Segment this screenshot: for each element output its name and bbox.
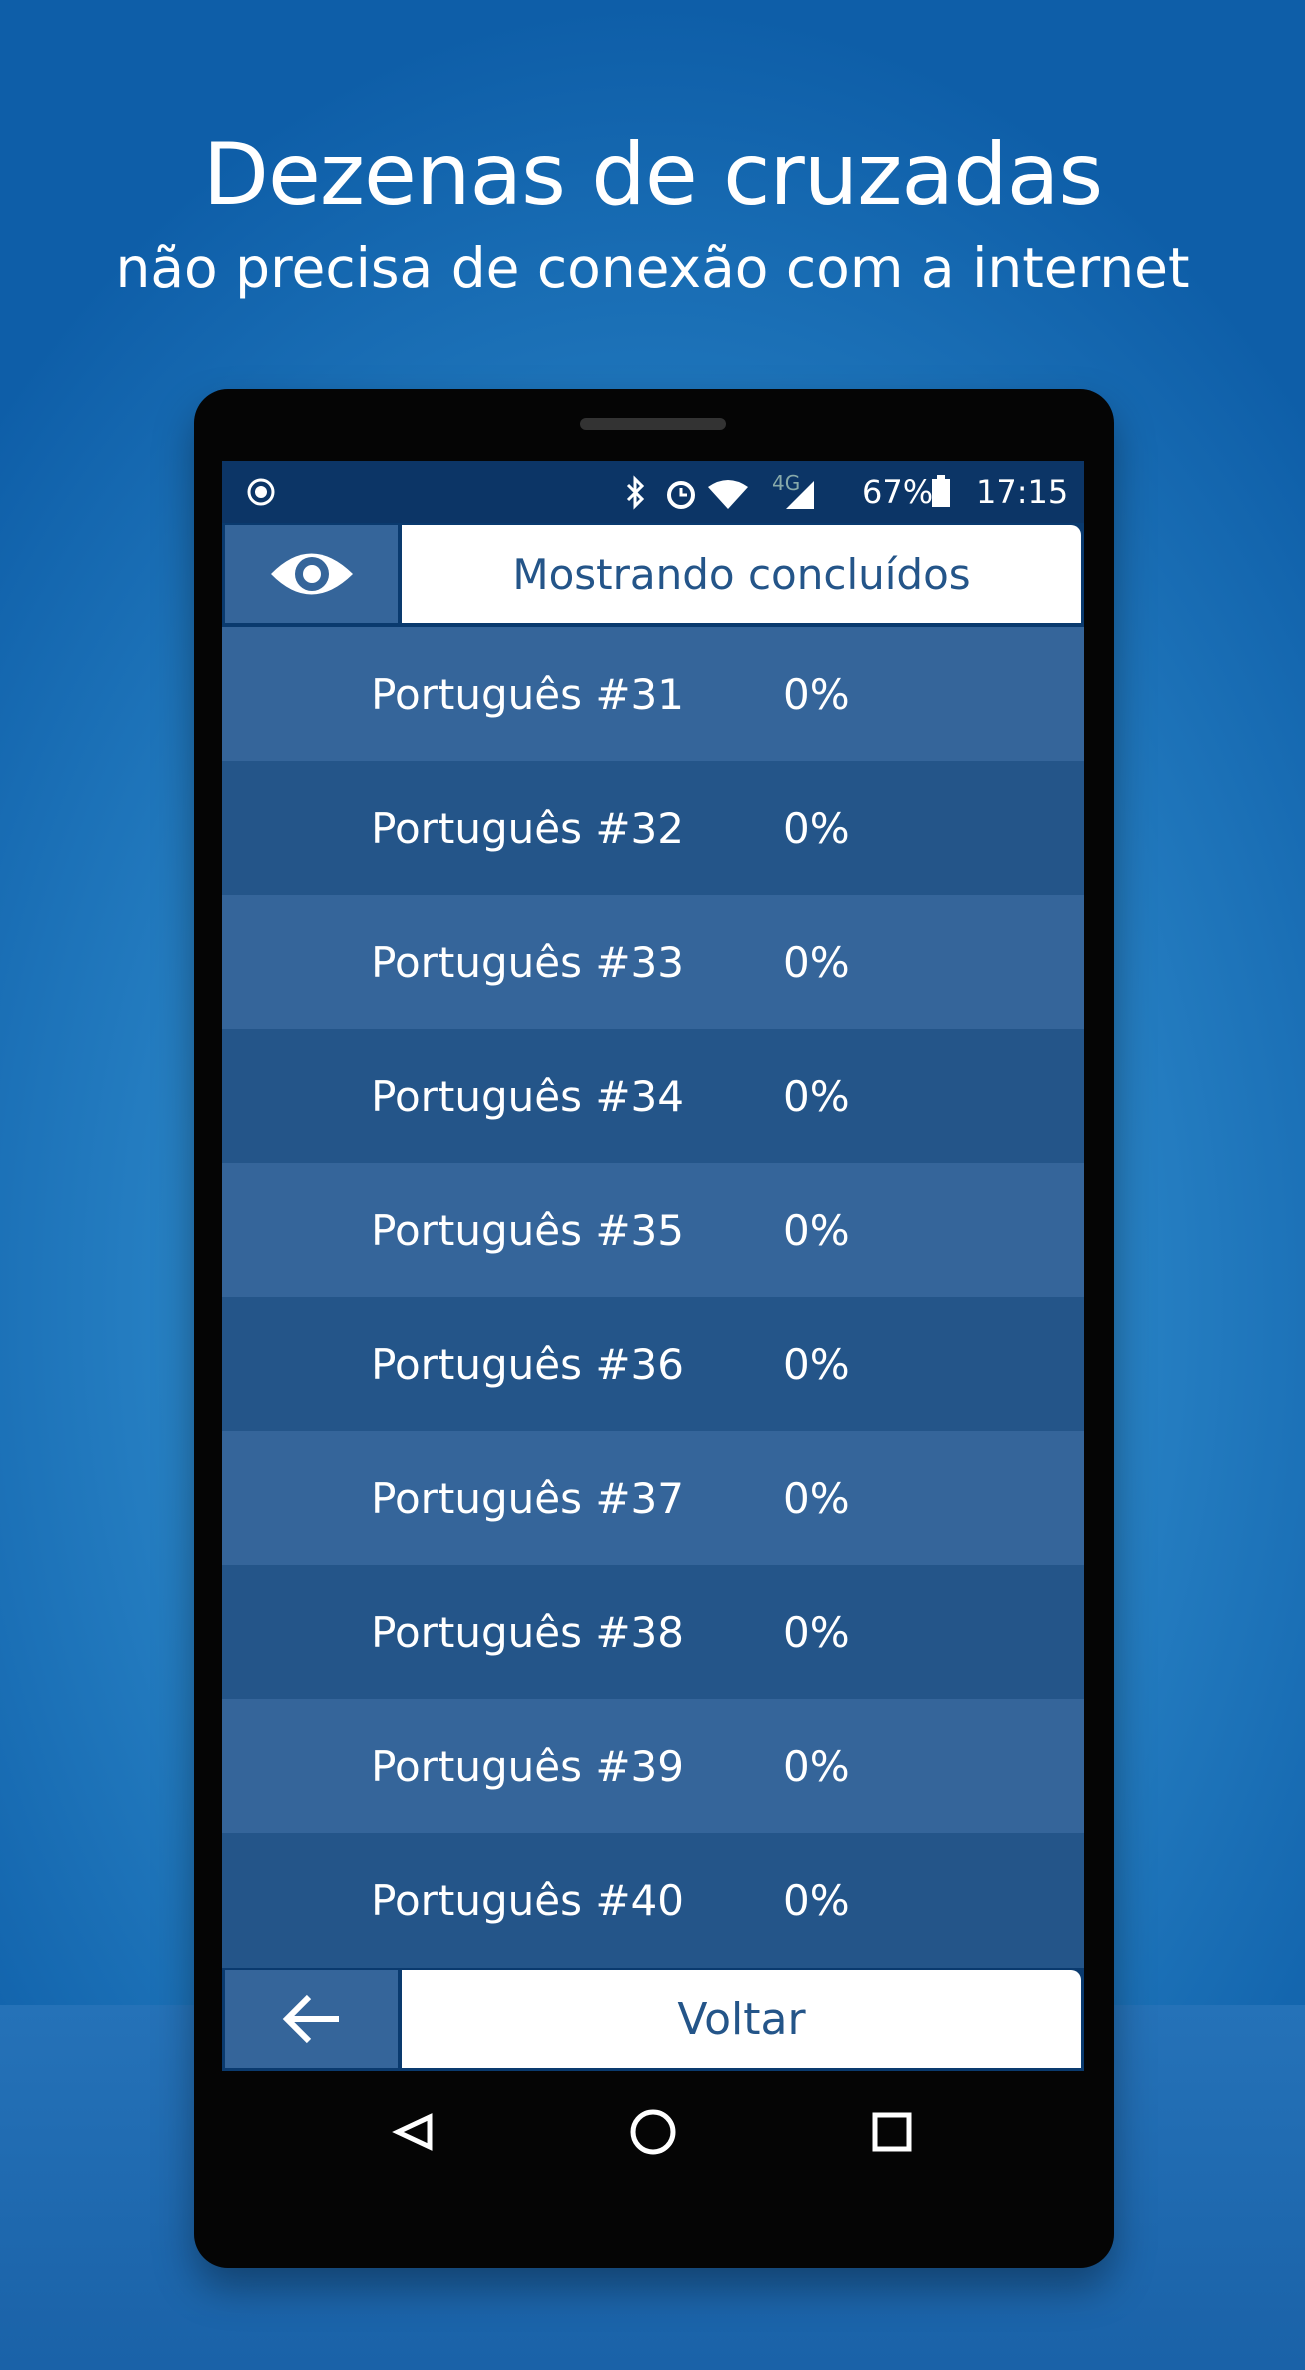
puzzle-progress: 0% xyxy=(783,938,850,987)
status-icons xyxy=(626,475,814,510)
puzzle-name: Português #31 xyxy=(371,670,684,719)
puzzle-progress: 0% xyxy=(783,1876,850,1925)
puzzle-row[interactable]: Português #36 0% xyxy=(222,1297,1084,1432)
status-bar: 4G 67% 17:15 xyxy=(222,461,1084,523)
back-button[interactable]: Voltar xyxy=(402,1970,1081,2068)
puzzle-name: Português #35 xyxy=(371,1206,684,1255)
puzzle-name: Português #33 xyxy=(371,938,684,987)
puzzle-name: Português #32 xyxy=(371,804,684,853)
speaker xyxy=(580,418,726,430)
headline: Dezenas de cruzadas xyxy=(202,125,1103,225)
nav-home[interactable] xyxy=(630,2109,676,2155)
puzzle-progress: 0% xyxy=(783,1742,850,1791)
puzzle-row[interactable]: Português #31 0% xyxy=(222,627,1084,762)
arrow-icon xyxy=(282,1994,339,2044)
nav-recents[interactable] xyxy=(872,2112,912,2152)
puzzle-name: Português #40 xyxy=(371,1876,684,1925)
puzzle-progress: 0% xyxy=(783,1474,850,1523)
puzzle-progress: 0% xyxy=(783,1206,850,1255)
puzzle-progress: 0% xyxy=(783,1072,850,1121)
puzzle-row[interactable]: Português #38 0% xyxy=(222,1565,1084,1700)
screen: 4G 67% 17:15 Mostrando concluídos Voltar… xyxy=(222,461,1084,2071)
puzzle-name: Português #37 xyxy=(371,1474,684,1523)
nav-back[interactable] xyxy=(392,2113,433,2151)
puzzle-row[interactable]: Português #32 0% xyxy=(222,761,1084,896)
puzzle-progress: 0% xyxy=(783,1608,850,1657)
puzzle-progress: 0% xyxy=(783,670,850,719)
puzzle-row[interactable]: Português #37 0% xyxy=(222,1431,1084,1566)
record-icon xyxy=(247,478,275,506)
puzzle-name: Português #38 xyxy=(371,1608,684,1657)
eye-icon xyxy=(271,553,353,595)
puzzle-name: Português #34 xyxy=(371,1072,684,1121)
puzzle-row[interactable]: Português #35 0% xyxy=(222,1163,1084,1298)
puzzle-row[interactable]: Português #33 0% xyxy=(222,895,1084,1030)
puzzle-name: Português #36 xyxy=(371,1340,684,1389)
clock: 17:15 xyxy=(976,473,1069,511)
puzzle-row[interactable]: Português #39 0% xyxy=(222,1699,1084,1834)
nav-bar xyxy=(392,2109,912,2155)
subheadline: não precisa de conexão com a internet xyxy=(115,236,1190,300)
puzzle-name: Português #39 xyxy=(371,1742,684,1791)
filter-button[interactable]: Mostrando concluídos xyxy=(402,525,1081,623)
toggle-visibility[interactable] xyxy=(225,525,398,623)
network-type: 4G xyxy=(772,471,801,495)
puzzle-progress: 0% xyxy=(783,1340,850,1389)
puzzle-row[interactable]: Português #34 0% xyxy=(222,1029,1084,1164)
back-arrow-button[interactable] xyxy=(225,1970,398,2068)
puzzle-progress: 0% xyxy=(783,804,850,853)
puzzle-row[interactable]: Português #40 0% xyxy=(222,1833,1084,1968)
battery-icon xyxy=(932,475,950,507)
battery-level: 67% xyxy=(862,473,934,511)
